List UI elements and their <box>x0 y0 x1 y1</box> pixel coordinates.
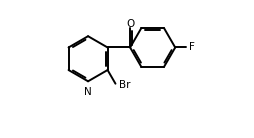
Text: N: N <box>84 87 92 97</box>
Text: F: F <box>189 43 195 52</box>
Text: O: O <box>126 18 134 29</box>
Text: Br: Br <box>119 80 130 90</box>
